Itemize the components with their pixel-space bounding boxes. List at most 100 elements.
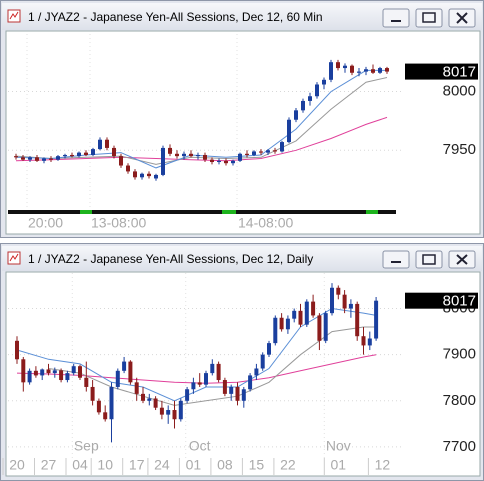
candle-body — [98, 139, 102, 150]
candle-body — [229, 386, 234, 394]
candle-body — [357, 71, 361, 73]
candle-body — [235, 386, 240, 401]
candle-body — [210, 159, 214, 163]
candle-body — [317, 315, 322, 341]
candle-body — [298, 310, 303, 325]
candle-body — [210, 363, 215, 374]
candle-body — [342, 294, 347, 309]
candle-body — [217, 160, 221, 163]
candle-body — [122, 361, 127, 371]
candle-body — [280, 142, 284, 152]
candle-body — [203, 154, 207, 160]
candle-body — [90, 386, 95, 401]
minimize-button[interactable] — [382, 250, 410, 269]
candle-body — [71, 366, 76, 374]
window-icon — [7, 9, 21, 23]
candle-body — [33, 370, 38, 376]
candle-body — [178, 400, 183, 420]
candle-body — [273, 150, 277, 152]
y-tick-label: 7800 — [443, 392, 476, 409]
candle-body — [308, 96, 312, 101]
candle-body — [147, 398, 152, 401]
candle-body — [197, 382, 202, 385]
candle-body — [245, 153, 249, 155]
candle-body — [46, 369, 51, 374]
candle-body — [40, 369, 45, 376]
candle-body — [154, 174, 158, 179]
candle-body — [267, 343, 271, 355]
candle-body — [336, 62, 340, 69]
candle-body — [238, 153, 242, 161]
minimize-button[interactable] — [382, 8, 410, 28]
candle-body — [21, 157, 25, 160]
x-tick-label: 12 — [375, 457, 391, 473]
window-icon — [7, 251, 21, 265]
candle-body — [322, 79, 326, 85]
candle-body — [109, 386, 114, 420]
close-button[interactable] — [448, 250, 476, 269]
x-tick-label: 04 — [72, 457, 88, 473]
candle-body — [21, 359, 26, 383]
candle-body — [84, 377, 89, 387]
candle-body — [311, 301, 316, 316]
last-price-label: 8017 — [443, 293, 476, 310]
x-tick-label: 08 — [217, 457, 233, 473]
last-price-box — [405, 292, 478, 309]
candle-body — [185, 389, 190, 401]
y-tick-label: 7700 — [443, 438, 476, 455]
x-tick-label: 01 — [331, 457, 347, 473]
candle-body — [59, 370, 64, 381]
last-price-box — [405, 63, 478, 80]
candle-body — [279, 317, 284, 330]
x-tick-label: 24 — [154, 457, 170, 473]
candle-body — [343, 65, 347, 69]
candle-body — [292, 310, 297, 319]
candle-body — [254, 368, 259, 376]
candle-body — [182, 153, 186, 157]
y-tick-label: 7900 — [443, 346, 476, 363]
candle-body — [103, 412, 108, 420]
candle-body — [371, 69, 375, 73]
y-tick-label: 7950 — [443, 141, 476, 158]
moving-average — [15, 116, 388, 162]
restore-button[interactable] — [415, 250, 443, 269]
candle-body — [378, 68, 382, 73]
close-button[interactable] — [448, 8, 476, 28]
candle-body — [128, 361, 133, 383]
candle-body — [294, 110, 298, 120]
candle-body — [216, 363, 221, 381]
window-title: 1 / JYAZ2 - Japanese Yen-All Sessions, D… — [28, 10, 323, 24]
candle-body — [273, 317, 278, 344]
candle-body — [204, 373, 208, 385]
candle-body — [166, 410, 171, 415]
candle-body — [175, 153, 179, 157]
window-title: 1 / JYAZ2 - Japanese Yen-All Sessions, D… — [28, 252, 313, 266]
restore-button[interactable] — [415, 8, 443, 28]
month-label: Sep — [74, 438, 99, 454]
window: 1 / JYAZ2 - Japanese Yen-All Sessions, D… — [0, 243, 484, 481]
candle-body — [65, 373, 70, 381]
candle-body — [361, 336, 366, 346]
candle-body — [287, 119, 291, 143]
candle-body — [35, 157, 39, 161]
candle-body — [301, 100, 305, 111]
x-tick-label: 27 — [41, 457, 57, 473]
x-tick-label: 22 — [280, 457, 296, 473]
x-tick-label: 10 — [97, 457, 113, 473]
candle-body — [168, 147, 172, 154]
candle-body — [315, 84, 319, 97]
candle-body — [248, 375, 253, 390]
candle-body — [70, 154, 74, 157]
month-label: Nov — [326, 438, 351, 454]
x-tick-label: 01 — [186, 457, 202, 473]
candle-body — [147, 173, 151, 177]
candle-body — [191, 382, 196, 390]
candle-body — [63, 154, 67, 157]
candle-body — [241, 389, 246, 401]
candle-body — [27, 370, 32, 383]
moving-average — [15, 77, 388, 165]
candle-body — [196, 154, 200, 157]
session-bar — [8, 210, 396, 214]
candle-body — [266, 150, 270, 153]
